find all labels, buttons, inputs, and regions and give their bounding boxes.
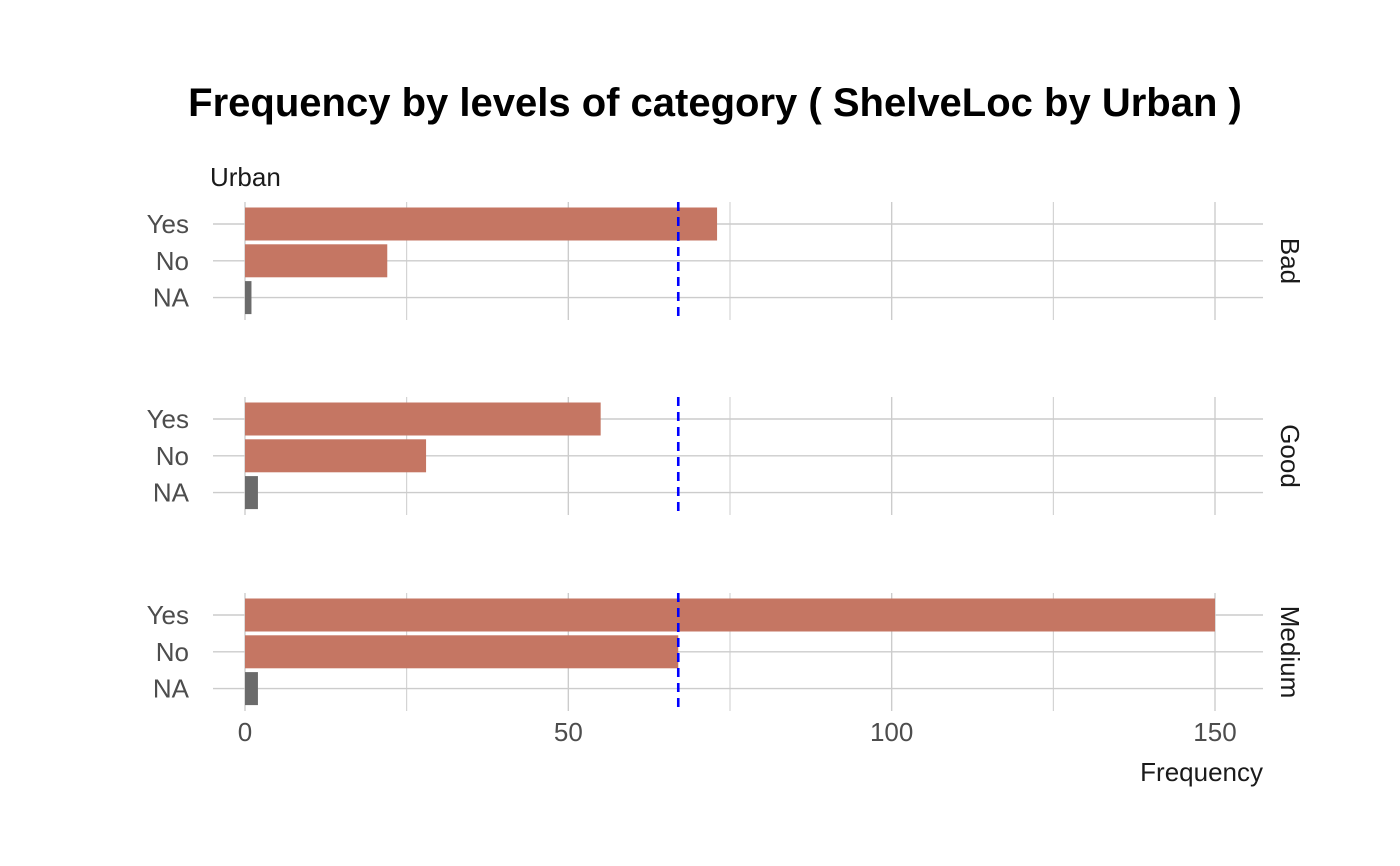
facet-strip-label: Bad xyxy=(1275,238,1305,284)
bar-good-no xyxy=(245,439,427,473)
x-axis-title: Frequency xyxy=(1140,757,1263,787)
bar-good-na xyxy=(245,476,258,510)
facet-panel-bad: Yes No NA Bad xyxy=(147,202,1305,320)
y-axis-title: Urban xyxy=(210,162,281,192)
bar-good-yes xyxy=(245,402,601,436)
y-tick-label: Yes xyxy=(147,404,189,434)
y-tick-label: No xyxy=(156,637,189,667)
y-tick-label: NA xyxy=(153,674,190,704)
bar-bad-no xyxy=(245,244,388,278)
bar-bad-yes xyxy=(245,207,718,241)
y-tick-label: NA xyxy=(153,283,190,313)
y-tick-label: Yes xyxy=(147,209,189,239)
y-tick-label: No xyxy=(156,246,189,276)
bar-medium-na xyxy=(245,672,258,706)
facet-strip-label: Good xyxy=(1275,424,1305,488)
bar-bad-na xyxy=(245,281,252,315)
bar-medium-yes xyxy=(245,598,1215,632)
y-tick-label: NA xyxy=(153,478,190,508)
facets: Yes No NA Bad Yes No NA Good Yes No NA Medium 0 50 100… xyxy=(147,202,1305,747)
x-tick-label: 150 xyxy=(1193,717,1236,747)
bar-medium-no xyxy=(245,635,679,669)
x-tick-label: 0 xyxy=(238,717,252,747)
facet-strip-label: Medium xyxy=(1275,606,1305,698)
facet-panel-medium: Yes No NA Medium xyxy=(147,593,1305,711)
x-tick-label: 50 xyxy=(554,717,583,747)
chart-title: Frequency by levels of category ( Shelve… xyxy=(188,81,1242,125)
x-tick-label: 100 xyxy=(870,717,913,747)
y-tick-label: Yes xyxy=(147,600,189,630)
y-tick-label: No xyxy=(156,441,189,471)
facet-panel-good: Yes No NA Good xyxy=(147,397,1305,515)
